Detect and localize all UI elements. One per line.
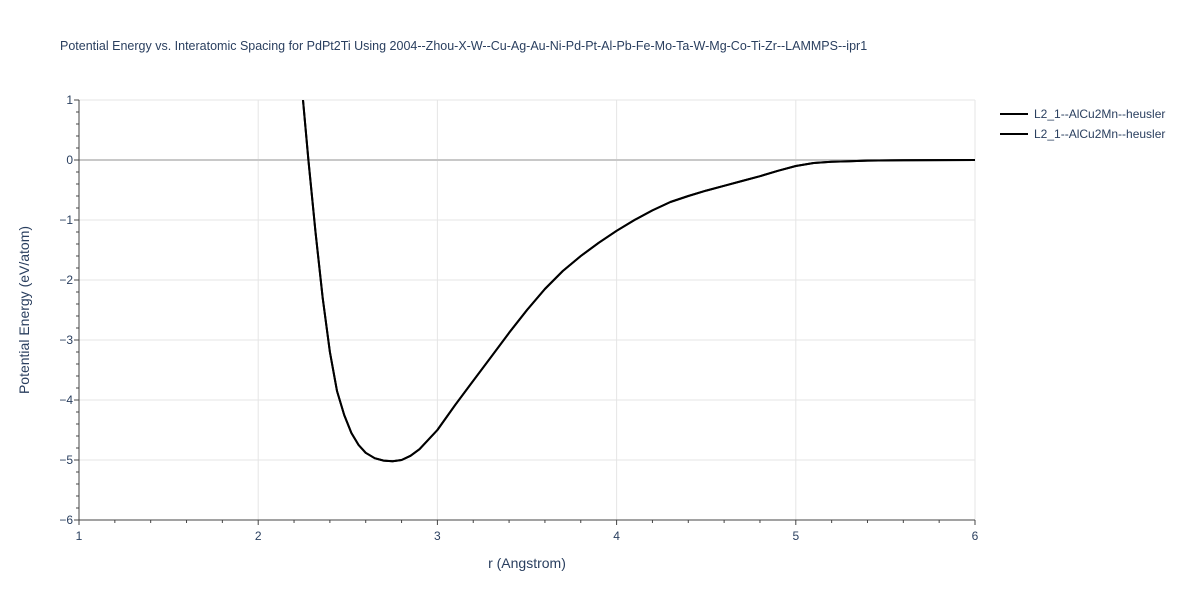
y-tick-label: −1 (59, 213, 73, 227)
y-tick-label: −6 (59, 513, 73, 527)
y-tick-label: −5 (59, 453, 73, 467)
y-tick-label: −2 (59, 273, 73, 287)
y-tick-label: 1 (66, 93, 73, 107)
axes: 1 2 3 4 5 6 1 0 −1 −2 −3 −4 −5 −6 (59, 93, 978, 543)
x-axis-title: r (Angstrom) (488, 555, 566, 571)
plot-area (302, 100, 975, 463)
x-tick-label: 2 (255, 529, 262, 543)
legend[interactable]: L2_1--AlCu2Mn--heusler L2_1--AlCu2Mn--heu… (1000, 107, 1165, 141)
x-tick-label: 5 (792, 529, 799, 543)
x-tick-label: 6 (972, 529, 979, 543)
x-tick-label: 3 (434, 529, 441, 543)
series-line-2 (302, 100, 975, 463)
x-tick-label: 4 (613, 529, 620, 543)
y-tick-label: −3 (59, 333, 73, 347)
y-axis-title: Potential Energy (eV/atom) (16, 226, 32, 394)
chart-title: Potential Energy vs. Interatomic Spacing… (60, 39, 867, 53)
grid (79, 99, 976, 520)
y-tick-label: −4 (59, 393, 73, 407)
x-tick-label: 1 (76, 529, 83, 543)
y-tick-label: 0 (66, 153, 73, 167)
legend-item-1[interactable]: L2_1--AlCu2Mn--heusler (1000, 107, 1165, 121)
series-line-1 (302, 100, 975, 463)
legend-item-2[interactable]: L2_1--AlCu2Mn--heusler (1000, 127, 1165, 141)
legend-label: L2_1--AlCu2Mn--heusler (1034, 127, 1165, 141)
legend-label: L2_1--AlCu2Mn--heusler (1034, 107, 1165, 121)
